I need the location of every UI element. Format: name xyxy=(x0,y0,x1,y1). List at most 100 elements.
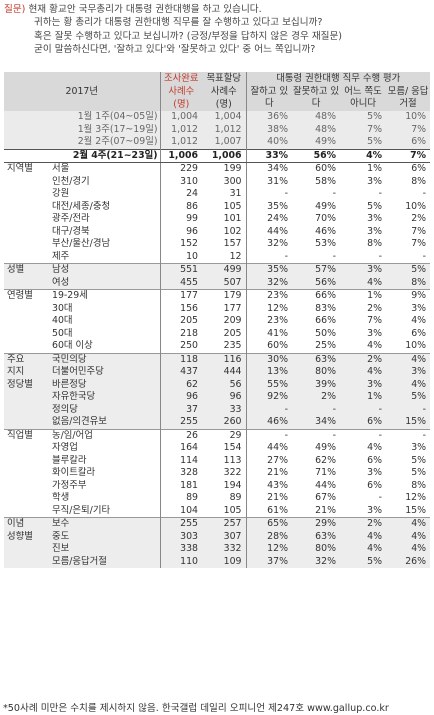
cell-value: 4% xyxy=(386,378,431,391)
table-row: 정의당 37 33- - - - xyxy=(4,403,431,416)
cell-value: 260 xyxy=(202,416,247,429)
cell-value: 96 xyxy=(160,391,203,404)
cell-value: 5% xyxy=(411,467,427,478)
cell-value: 101 xyxy=(202,213,247,226)
table-row: 직업별 농/임/어업 26 29- - - - xyxy=(4,428,431,442)
cell-value: 44% xyxy=(267,225,289,237)
cell-value: 25% xyxy=(315,340,337,351)
group-label xyxy=(4,403,50,416)
subgroup-label: 대구/경북 xyxy=(50,225,161,238)
cell-value: 179 xyxy=(202,289,247,303)
table-row: 부산/울산/경남 152 157 32% 53% 8% 7% xyxy=(4,238,430,251)
cell-value: - xyxy=(246,403,293,416)
subgroup-label: 바른정당 xyxy=(50,378,161,391)
col-approve: 잘하고 있다 xyxy=(246,85,293,111)
table-row: 강원 24 31 - - - - xyxy=(4,188,430,201)
subgroup-label: 블루칼라 xyxy=(50,454,161,467)
cell-value: 1,012 xyxy=(160,136,203,149)
cell-value: 307 xyxy=(202,530,247,543)
question-line: 귀하는 황 총리가 대통령 권한대행 직무를 잘 수행하고 있다고 보십니까? xyxy=(34,17,323,29)
cell-value: 23% xyxy=(246,289,293,303)
cell-value: 338 xyxy=(160,543,203,556)
cell-value: 48% xyxy=(292,123,341,136)
cell-value: 39% xyxy=(292,378,341,391)
cell-value: 154 xyxy=(202,442,247,455)
cell-value: 194 xyxy=(202,479,247,492)
cell-value: - xyxy=(378,250,383,262)
cell-value: 1,004 xyxy=(160,111,203,124)
subgroup-label: 화이트칼라 xyxy=(50,467,161,480)
cell-value: 7% xyxy=(386,123,431,136)
table-row: 성별 남성 551 499 35% 57% 3% 5% xyxy=(4,263,431,277)
cell-value: 105 xyxy=(202,504,247,518)
cell-value: 4% xyxy=(340,276,387,290)
cell-value: 89 xyxy=(186,492,199,503)
cell-value: 61% xyxy=(267,504,289,516)
cell-value: - xyxy=(340,428,387,442)
cell-value: 12% xyxy=(405,492,427,503)
target-count-unit: (명) xyxy=(202,98,247,111)
cell-value: 1% xyxy=(340,391,387,404)
subgroup-label: 60대 이상 xyxy=(50,340,161,353)
cell-value: 7% xyxy=(411,238,427,249)
cell-value: 10% xyxy=(405,340,427,351)
cell-value: 34% xyxy=(292,416,341,429)
cell-value: 3% xyxy=(367,175,383,187)
cell-value: 105 xyxy=(202,200,247,213)
cell-value: 46% xyxy=(315,225,337,237)
group-label xyxy=(4,201,50,214)
table-row: 무직/은퇴/기타 104 105 61% 21% 3% 15% xyxy=(4,504,430,518)
cell-value: 4% xyxy=(386,530,431,543)
cell-value: 116 xyxy=(202,352,247,366)
cell-value: 114 xyxy=(180,454,199,466)
table-row: 없음/의견유보 255 260 46% 34% 6% 15% xyxy=(4,416,431,429)
table-row: 30대 156 177 12% 83% 2% 3% xyxy=(4,302,430,315)
table-row: 주요 국민의당 118 116 30% 63% 2% 4% xyxy=(4,352,431,366)
subgroup-label: 학생 xyxy=(50,492,161,505)
group-label xyxy=(4,416,50,429)
table-row: 성향별 중도 303 307 28% 63% 4% 4% xyxy=(4,530,431,543)
footnote: *50사례 미만은 수치를 제시하지 않음. 한국갤럽 데일리 오피니언 제24… xyxy=(3,703,389,714)
cell-value: - xyxy=(422,188,427,199)
group-label xyxy=(4,467,50,480)
cell-value: 164 xyxy=(180,442,199,453)
cell-value: 2% xyxy=(367,302,383,314)
cell-value: - xyxy=(378,492,383,503)
group-label xyxy=(4,188,50,201)
subgroup-label: 더불어민주당 xyxy=(50,366,161,379)
cell-value: 444 xyxy=(202,366,247,379)
cell-value: 56% xyxy=(292,148,341,163)
cell-value: 31 xyxy=(202,188,247,201)
subgroup-label: 19-29세 xyxy=(50,289,161,303)
cell-value: 113 xyxy=(202,454,247,467)
group-label xyxy=(4,505,50,518)
subgroup-label: 40대 xyxy=(50,315,161,328)
cell-value: 23% xyxy=(267,315,289,326)
subgroup-label: 무직/은퇴/기타 xyxy=(50,504,161,518)
cell-value: 27% xyxy=(267,454,289,466)
col-disapprove: 잘못하고 있다 xyxy=(292,85,341,111)
group-label xyxy=(4,226,50,239)
cell-value: 4% xyxy=(367,340,383,351)
cell-value: 60% xyxy=(315,163,337,174)
cell-value: 43% xyxy=(267,479,289,491)
year-header: 2017년 xyxy=(4,72,161,111)
table-row: 제주 10 12 - - - - xyxy=(4,250,430,264)
cell-value: 66% xyxy=(292,289,341,303)
subgroup-label: 부산/울산/경남 xyxy=(50,238,161,251)
group-label: 주요 xyxy=(4,352,50,366)
cell-value: 41% xyxy=(267,327,289,339)
cell-value: 80% xyxy=(292,366,341,379)
cell-value: 50% xyxy=(315,327,337,339)
cell-value: 34% xyxy=(267,163,289,174)
cell-value: 48% xyxy=(292,111,341,124)
cell-value: 3% xyxy=(367,504,383,516)
group-label xyxy=(4,492,50,505)
cell-value: 177 xyxy=(160,289,203,303)
cell-value: 328 xyxy=(180,467,199,478)
cell-value: 13% xyxy=(246,366,293,379)
cell-value: 6% xyxy=(411,327,427,339)
table-row: 60대 이상 250 235 60% 25% 4% 10% xyxy=(4,340,430,353)
subgroup-label: 강원 xyxy=(50,188,161,201)
question-line: 혹은 잘못 수행하고 있다고 보십니까? (긍정/부정을 답하지 않은 경우 재… xyxy=(34,30,343,42)
